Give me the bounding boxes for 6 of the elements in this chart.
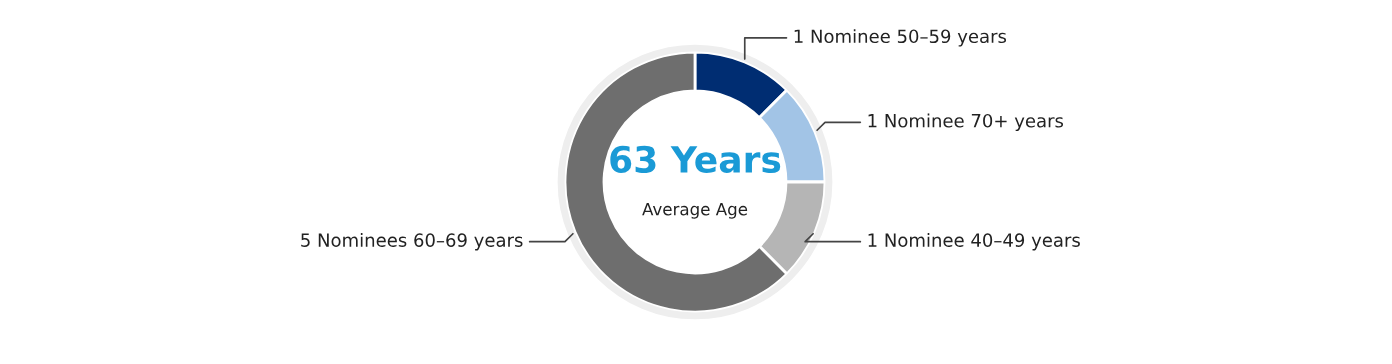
text: Average Age [642,203,748,219]
slice-label: 1 Nominee 70+ years [868,113,1064,132]
slice-label: 5 Nominees 60–69 years [301,232,523,251]
slice-label: 1 Nominee 50–59 years [794,29,1007,47]
text: 63 Years [610,145,781,173]
slice-label: 1 Nominee 40–49 years [868,232,1080,251]
